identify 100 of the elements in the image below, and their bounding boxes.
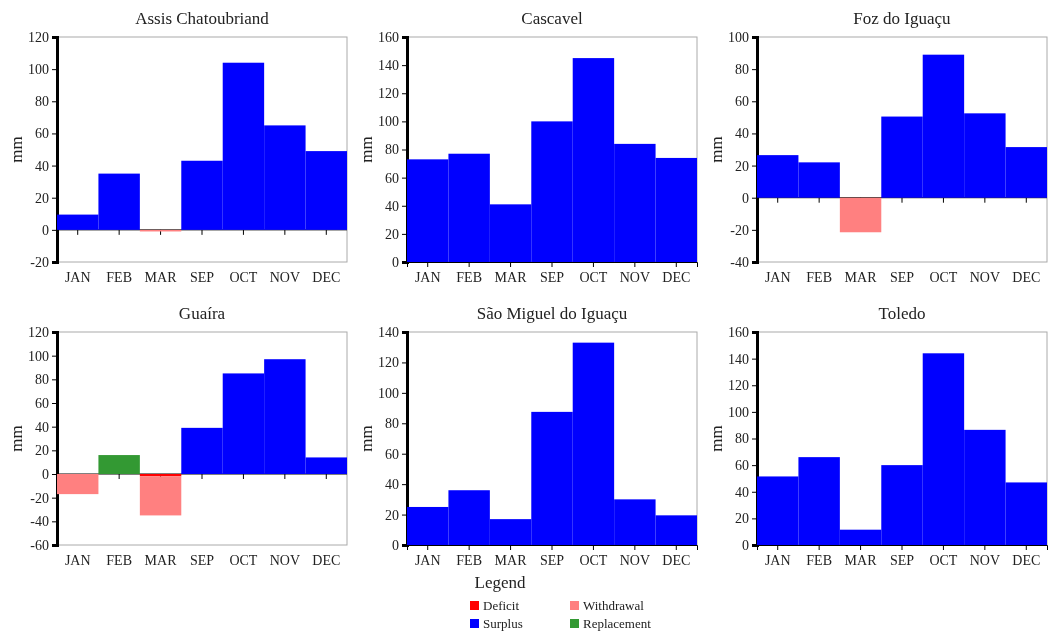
y-tick-label: 40 [35,419,49,435]
y-tick-label: -40 [30,514,49,530]
y-tick-label: 0 [42,466,49,482]
y-tick-label: 60 [735,94,749,110]
x-tick-label: DEC [662,553,691,568]
y-tick-label: 40 [385,198,399,214]
y-tick-label: 60 [35,126,49,142]
y-tick-label: -60 [30,537,49,553]
x-tick-label: MAR [844,270,878,285]
y-tick-label: 20 [35,443,49,459]
legend-label: Surplus [483,616,523,631]
x-tick-label: DEC [312,553,341,568]
y-tick-label: 0 [392,537,399,553]
y-tick-label: 60 [735,458,749,474]
y-axis-title: mm [357,425,376,452]
x-tick-label: MAR [144,270,178,285]
x-tick-label: NOV [969,553,1001,568]
x-tick-label: DEC [662,270,691,285]
y-tick-label: 100 [378,385,399,401]
y-axis-title: mm [707,136,726,163]
x-tick-label: FEB [806,270,832,285]
y-tick-label: 100 [28,348,49,364]
x-tick-label: SEP [889,270,915,285]
x-tick-label: DEC [1012,270,1041,285]
legend-title: Legend [474,573,526,592]
x-tick-label: JAN [64,553,91,568]
y-tick-label: 80 [385,142,399,158]
x-tick-label: SEP [189,270,215,285]
x-tick-label: DEC [312,270,341,285]
x-tick-label: FEB [806,553,832,568]
y-tick-label: 140 [728,351,749,367]
y-tick-label: 140 [378,324,399,340]
y-axis-title: mm [707,425,726,452]
x-tick-label: OCT [579,270,608,285]
y-tick-label: 120 [28,324,49,340]
legend-label: Withdrawal [583,598,645,613]
y-tick-label: 60 [385,446,399,462]
y-axis-title: mm [7,425,26,452]
x-tick-label: OCT [579,553,608,568]
x-tick-label: JAN [764,553,791,568]
legend-label: Deficit [483,598,520,613]
y-tick-label: 60 [385,170,399,186]
y-tick-label: 0 [42,222,49,238]
y-tick-label: 80 [735,62,749,78]
y-tick-label: 40 [735,126,749,142]
x-tick-label: NOV [269,553,301,568]
y-tick-label: 120 [378,86,399,102]
y-tick-label: 120 [28,29,49,45]
x-tick-label: SEP [539,270,565,285]
x-tick-label: MAR [144,553,178,568]
x-tick-label: JAN [764,270,791,285]
y-tick-label: 20 [385,226,399,242]
x-tick-label: SEP [889,553,915,568]
x-tick-label: NOV [619,270,651,285]
y-tick-label: 20 [735,158,749,174]
x-tick-label: JAN [64,270,91,285]
x-tick-label: MAR [494,553,528,568]
y-tick-label: 160 [728,324,749,340]
y-tick-label: 0 [392,254,399,270]
x-tick-label: NOV [619,553,651,568]
y-tick-label: 120 [728,378,749,394]
y-tick-label: 80 [35,372,49,388]
y-tick-label: 80 [385,416,399,432]
y-tick-label: -40 [730,254,749,270]
y-tick-label: 140 [378,58,399,74]
y-tick-label: -20 [30,254,49,270]
y-tick-label: 20 [735,511,749,527]
x-tick-label: OCT [229,553,258,568]
y-tick-label: 120 [378,355,399,371]
y-tick-label: 80 [735,431,749,447]
x-tick-label: FEB [106,553,132,568]
x-tick-label: OCT [929,553,958,568]
y-axis-title: mm [7,136,26,163]
y-tick-label: 40 [35,158,49,174]
chart-title: São Miguel do Iguaçu [476,304,628,323]
x-tick-label: MAR [494,270,528,285]
chart-title: Toledo [878,304,926,323]
x-tick-label: OCT [929,270,958,285]
x-tick-label: FEB [456,270,482,285]
chart-title: Assis Chatoubriand [135,9,270,28]
y-tick-label: 20 [385,507,399,523]
x-tick-label: SEP [189,553,215,568]
x-tick-label: SEP [539,553,565,568]
x-tick-label: NOV [969,270,1001,285]
x-tick-label: FEB [456,553,482,568]
y-tick-label: 100 [728,404,749,420]
x-tick-label: JAN [414,270,441,285]
y-tick-label: -20 [730,222,749,238]
y-tick-label: 100 [28,62,49,78]
chart-title: Cascavel [521,9,583,28]
y-tick-label: -20 [30,490,49,506]
y-tick-label: 100 [378,114,399,130]
x-tick-label: DEC [1012,553,1041,568]
x-tick-label: JAN [414,553,441,568]
y-tick-label: 0 [742,537,749,553]
y-tick-label: 100 [728,29,749,45]
y-tick-label: 80 [35,94,49,110]
y-tick-label: 60 [35,395,49,411]
chart-title: Foz do Iguaçu [853,9,952,28]
chart-title: Guaíra [178,304,226,323]
